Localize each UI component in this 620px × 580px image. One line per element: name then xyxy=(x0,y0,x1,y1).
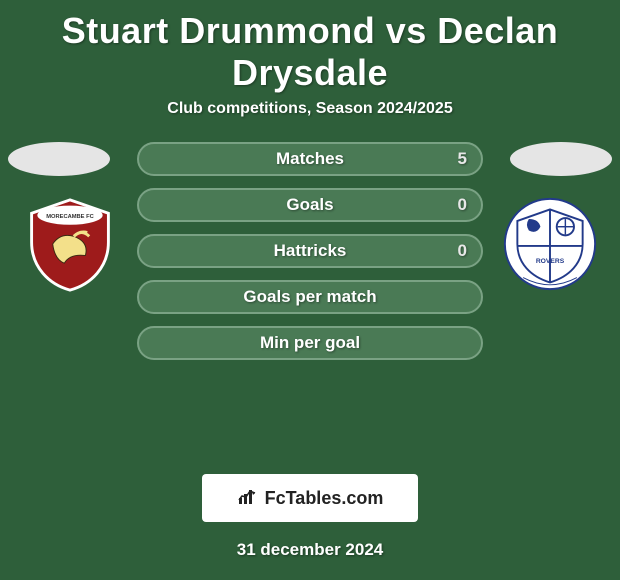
stat-row-matches: Matches 5 xyxy=(137,142,483,176)
brand-badge: FcTables.com xyxy=(202,474,418,522)
stat-value-right: 5 xyxy=(458,149,467,169)
content-region: MORECAMBE FC ROVERS xyxy=(0,136,620,466)
shield-icon: ROVERS xyxy=(502,196,598,292)
club-crest-right: ROVERS xyxy=(502,196,598,292)
chart-icon xyxy=(237,486,261,511)
stat-value-right: 0 xyxy=(458,241,467,261)
svg-text:ROVERS: ROVERS xyxy=(536,258,565,265)
club-crest-left: MORECAMBE FC xyxy=(22,196,118,292)
stat-bars: Matches 5 Goals 0 Hattricks 0 Goals per … xyxy=(137,136,483,360)
stat-row-min-per-goal: Min per goal xyxy=(137,326,483,360)
shield-icon: MORECAMBE FC xyxy=(22,196,118,292)
stat-row-goals-per-match: Goals per match xyxy=(137,280,483,314)
subtitle: Club competitions, Season 2024/2025 xyxy=(0,100,620,136)
stat-label: Min per goal xyxy=(260,333,360,353)
stat-row-hattricks: Hattricks 0 xyxy=(137,234,483,268)
player-photo-right xyxy=(510,142,612,176)
stat-value-right: 0 xyxy=(458,195,467,215)
stat-row-goals: Goals 0 xyxy=(137,188,483,222)
player-photo-left xyxy=(8,142,110,176)
stat-label: Goals xyxy=(286,195,333,215)
brand-text: FcTables.com xyxy=(265,488,384,509)
svg-text:MORECAMBE FC: MORECAMBE FC xyxy=(46,214,94,220)
stats-card: Stuart Drummond vs Declan Drysdale Club … xyxy=(0,0,620,580)
page-title: Stuart Drummond vs Declan Drysdale xyxy=(0,0,620,100)
date-line: 31 december 2024 xyxy=(0,522,620,560)
stat-label: Matches xyxy=(276,149,344,169)
stat-label: Hattricks xyxy=(274,241,347,261)
stat-label: Goals per match xyxy=(243,287,376,307)
